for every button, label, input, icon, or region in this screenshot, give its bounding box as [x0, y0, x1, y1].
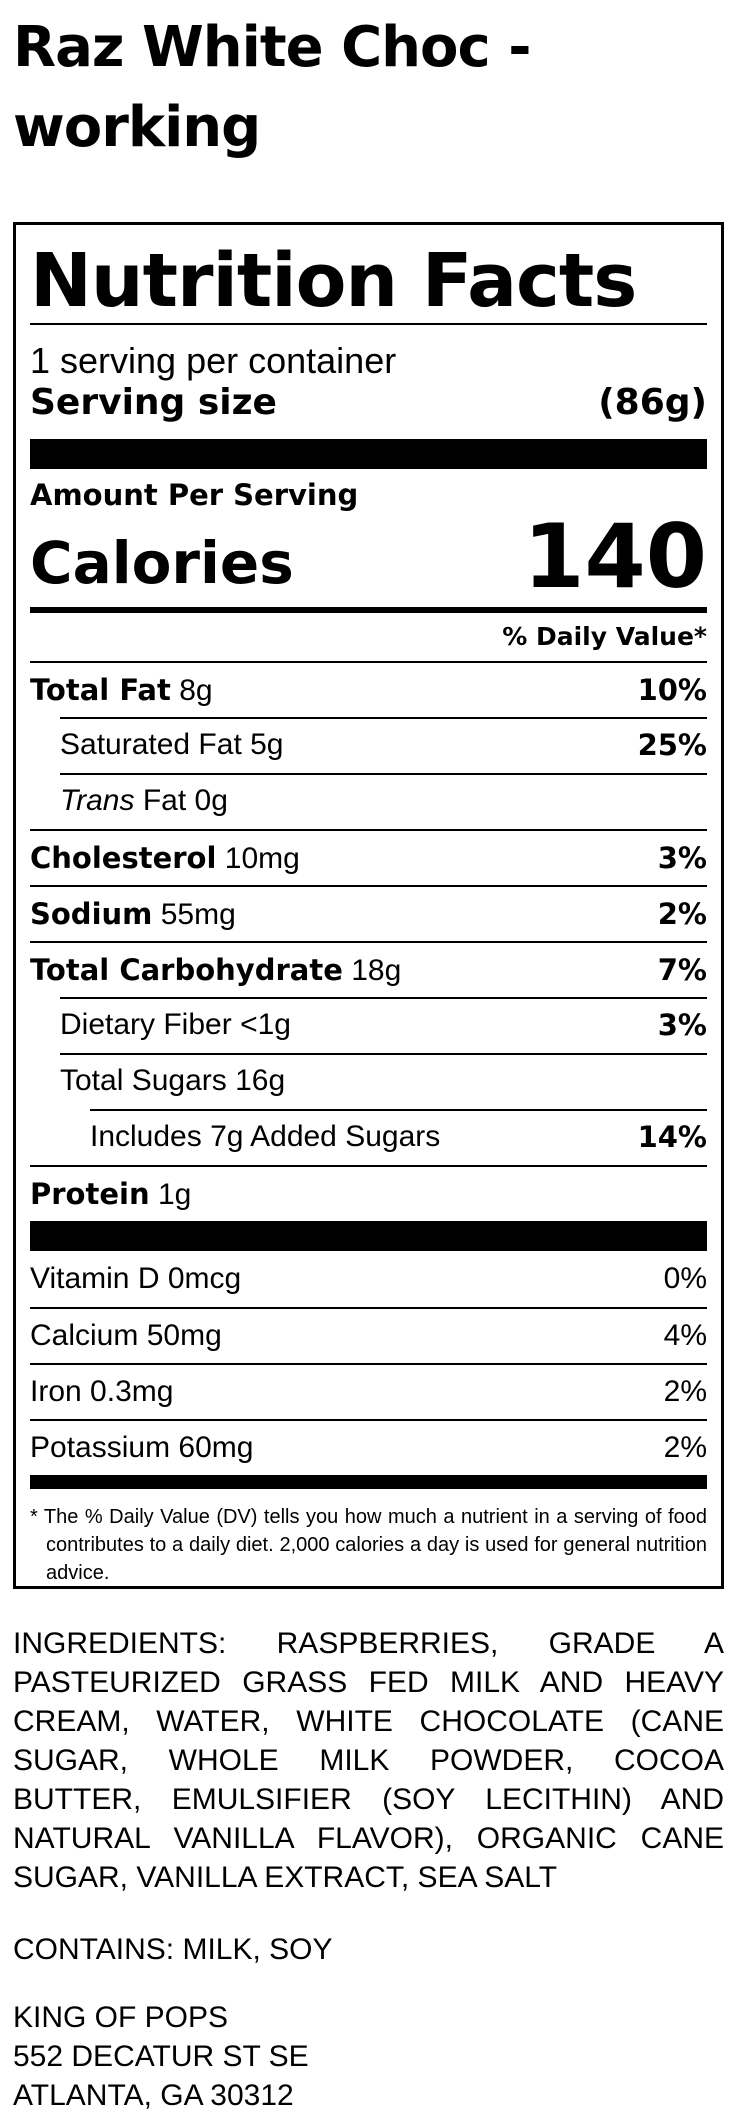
vitamin-row-potassium: Potassium 60mg 2% [30, 1419, 707, 1475]
serving-size-value: (86g) [598, 382, 707, 423]
nutrient-name: Total Fat [30, 672, 171, 707]
nutrient-name: Fat [142, 784, 187, 817]
serving-size-label: Serving size [30, 382, 277, 423]
vitamin-amount: 0.3mg [90, 1375, 174, 1408]
nutrient-name: Total Carbohydrate [30, 952, 343, 987]
serving-size-row: Serving size (86g) [30, 381, 707, 425]
divider [30, 323, 707, 325]
nutrient-amount: 55mg [160, 897, 236, 931]
nutrient-name-italic: Trans [60, 784, 135, 817]
product-title: Raz White Choc - working [13, 15, 531, 160]
nutrient-amount: <1g [240, 1008, 291, 1041]
vitamin-dv: 2% [663, 1431, 707, 1464]
nutrient-amount: 16g [235, 1064, 286, 1097]
nutrient-amount: 0g [194, 784, 228, 817]
nutrient-row-sodium: Sodium 55mg 2% [30, 885, 707, 941]
nutrient-amount: 5g [250, 728, 284, 761]
nutrient-dv: 3% [657, 1008, 707, 1042]
vitamin-row-vitamin-d: Vitamin D 0mcg 0% [30, 1251, 707, 1307]
nutrient-dv: 25% [637, 728, 707, 762]
nutrient-row-trans-fat: Trans Fat 0g [30, 773, 707, 829]
vitamin-name: Calcium [30, 1319, 139, 1352]
nutrient-amount: 10mg [224, 841, 300, 875]
vitamin-dv: 2% [663, 1375, 707, 1408]
vitamin-row-calcium: Calcium 50mg 4% [30, 1307, 707, 1363]
nutrient-row-total-fat: Total Fat 8g 10% [30, 661, 707, 717]
address-line: 552 DECATUR ST SE [13, 2040, 309, 2073]
nutrient-row-total-carbohydrate: Total Carbohydrate 18g 7% [30, 941, 707, 997]
nutrient-name: Total Sugars [60, 1064, 227, 1097]
vitamin-name: Vitamin D [30, 1262, 160, 1295]
nutrient-name: Includes 7g Added Sugars [90, 1120, 441, 1153]
calories-row: Calories 140 [30, 511, 707, 603]
manufacturer-address: KING OF POPS 552 DECATUR ST SE ATLANTA, … [13, 1998, 724, 2115]
nutrient-row-added-sugars: Includes 7g Added Sugars 14% [30, 1109, 707, 1165]
amount-per-serving: Amount Per Serving [30, 478, 359, 512]
nutrient-row-protein: Protein 1g [30, 1165, 707, 1221]
nutrient-row-saturated-fat: Saturated Fat 5g 25% [30, 717, 707, 773]
vitamin-amount: 50mg [146, 1319, 222, 1352]
vitamin-name: Iron [30, 1375, 82, 1408]
vitamin-dv: 0% [663, 1262, 707, 1295]
nutrient-name: Sodium [30, 896, 153, 931]
servings-per-container: 1 serving per container [30, 340, 397, 381]
vitamin-name: Potassium [30, 1431, 171, 1464]
thick-divider [30, 439, 707, 469]
nutrient-amount: 1g [157, 1177, 192, 1211]
nutrient-dv: 14% [637, 1120, 707, 1154]
nutrient-dv: 10% [637, 673, 707, 707]
vitamin-amount: 0mcg [167, 1262, 242, 1295]
nutrient-dv: 3% [657, 841, 707, 875]
nutrition-facts-heading: Nutrition Facts [30, 238, 637, 324]
medium-divider [30, 607, 707, 613]
nutrient-row-cholesterol: Cholesterol 10mg 3% [30, 829, 707, 885]
address-line: ATLANTA, GA 30312 [13, 2079, 294, 2112]
nutrient-row-dietary-fiber: Dietary Fiber <1g 3% [30, 997, 707, 1053]
allergen-statement: CONTAINS: MILK, SOY [13, 1933, 333, 1966]
ingredients-text: INGREDIENTS: RASPBERRIES, GRADE A PASTEU… [13, 1627, 724, 1894]
nutrient-amount: 18g [351, 953, 402, 987]
nutrient-dv: 7% [657, 953, 707, 987]
vitamin-row-iron: Iron 0.3mg 2% [30, 1363, 707, 1419]
nutrient-name: Saturated Fat [60, 728, 242, 761]
thick-divider [30, 1221, 707, 1251]
nutrient-amount: 8g [179, 673, 213, 707]
daily-value-header: % Daily Value* [502, 622, 707, 651]
vitamin-dv: 4% [663, 1319, 707, 1352]
medium-divider [30, 1475, 707, 1489]
nutrient-name: Dietary Fiber [60, 1008, 232, 1041]
nutrient-name: Protein [30, 1176, 150, 1211]
vitamin-amount: 60mg [178, 1431, 254, 1464]
nutrient-row-total-sugars: Total Sugars 16g [30, 1053, 707, 1109]
calories-value: 140 [523, 505, 707, 608]
address-line: KING OF POPS [13, 2001, 229, 2034]
calories-label: Calories [30, 529, 294, 597]
nutrition-facts-label: Nutrition Facts 1 serving per container … [13, 222, 724, 1589]
daily-value-footnote: * The % Daily Value (DV) tells you how m… [30, 1506, 707, 1584]
nutrient-name: Cholesterol [30, 840, 217, 875]
nutrient-dv: 2% [657, 897, 707, 931]
